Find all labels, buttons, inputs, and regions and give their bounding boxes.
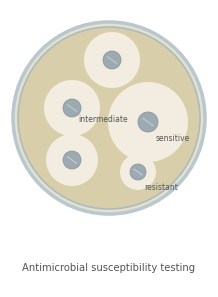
Text: Antimicrobial susceptibility testing: Antimicrobial susceptibility testing [22, 263, 196, 273]
Circle shape [63, 151, 81, 169]
Circle shape [46, 134, 98, 186]
Circle shape [138, 112, 158, 132]
Circle shape [103, 51, 121, 69]
Circle shape [18, 27, 200, 209]
Circle shape [120, 154, 156, 190]
Circle shape [108, 82, 188, 162]
Circle shape [63, 99, 81, 117]
Text: resistant: resistant [144, 183, 178, 192]
Text: intermediate: intermediate [78, 115, 128, 124]
Circle shape [130, 164, 146, 180]
Circle shape [13, 22, 205, 214]
Circle shape [44, 80, 100, 136]
Text: sensitive: sensitive [156, 134, 190, 143]
Circle shape [84, 32, 140, 88]
